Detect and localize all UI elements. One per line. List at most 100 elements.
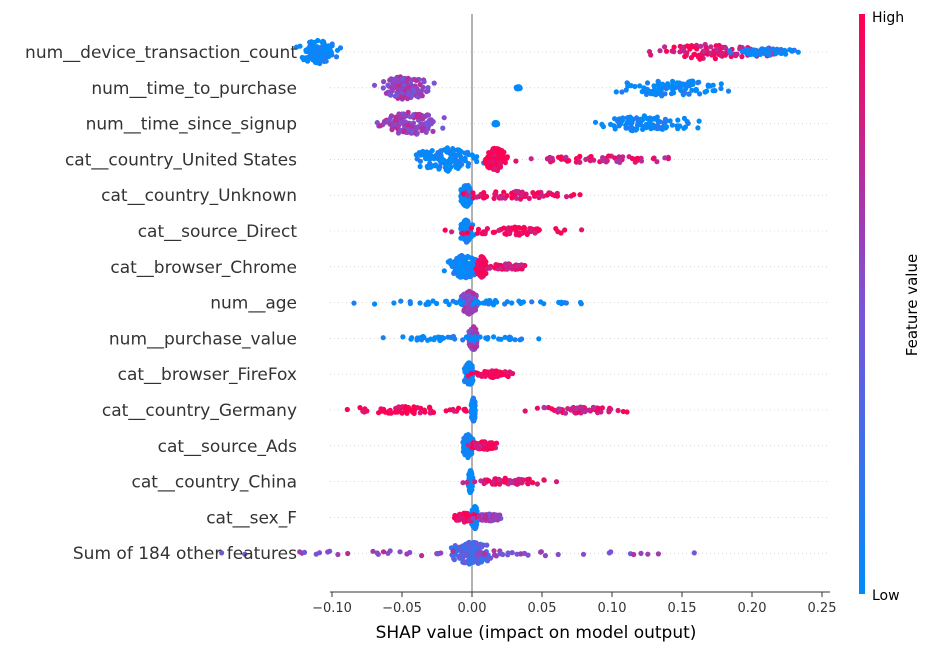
shap-point: [438, 157, 444, 163]
shap-point: [513, 195, 520, 201]
shap-point: [534, 405, 541, 411]
shap-point: [522, 408, 528, 414]
shap-point: [425, 150, 431, 156]
shap-point: [501, 225, 507, 231]
feature-label: cat__country_China: [131, 473, 297, 493]
shap-point: [425, 85, 431, 91]
shap-point: [486, 441, 492, 447]
shap-point: [490, 370, 496, 376]
shap-point: [460, 515, 466, 521]
shap-point: [663, 48, 670, 54]
shap-point: [477, 334, 483, 340]
x-axis: −0.10 −0.05 0.00 0.05 0.10 0.15 0.20 0.25: [312, 591, 837, 616]
shap-point: [634, 122, 641, 128]
shap-point: [451, 408, 457, 414]
shap-point: [496, 148, 502, 154]
shap-point: [677, 49, 683, 55]
shap-point: [443, 408, 449, 414]
shap-point: [562, 227, 568, 233]
shap-point: [490, 512, 496, 518]
shap-point: [414, 156, 420, 162]
x-tick-label: −0.05: [382, 601, 422, 616]
shap-point: [795, 49, 801, 55]
shap-point: [325, 549, 331, 555]
shap-point: [503, 478, 509, 484]
feature-row-points: [371, 74, 732, 102]
shap-point: [670, 78, 676, 84]
shap-point: [351, 300, 357, 306]
shap-point: [380, 335, 386, 341]
shap-point: [751, 47, 757, 53]
shap-point: [501, 155, 507, 161]
shap-point: [659, 91, 665, 97]
shap-point: [752, 52, 758, 58]
shap-point: [447, 149, 453, 155]
shap-point: [478, 478, 484, 484]
shap-point: [688, 55, 695, 61]
feature-label: cat__source_Ads: [158, 437, 298, 457]
shap-point: [646, 123, 652, 129]
shap-point: [474, 194, 480, 200]
shap-point: [671, 44, 677, 50]
shap-point: [475, 446, 481, 452]
shap-point: [556, 406, 562, 412]
shap-point: [431, 337, 437, 343]
shap-point: [577, 153, 583, 159]
shap-point: [413, 77, 419, 84]
shap-point: [463, 259, 469, 266]
shap-point: [592, 119, 599, 125]
shap-point: [509, 550, 515, 556]
colorbar-gradient: [859, 14, 865, 594]
shap-point: [459, 161, 465, 167]
shap-point: [470, 515, 476, 522]
shap-point: [466, 559, 472, 565]
shap-point: [405, 84, 411, 91]
shap-point: [526, 195, 532, 201]
shap-point: [490, 302, 497, 308]
shap-point: [407, 299, 413, 305]
shap-point: [454, 152, 460, 158]
shap-point: [591, 157, 597, 163]
shap-point: [409, 128, 415, 134]
shap-point: [420, 84, 426, 90]
shap-point: [529, 299, 535, 305]
shap-point: [470, 404, 476, 411]
x-tick-label: 0.25: [808, 601, 837, 616]
shap-point: [626, 125, 633, 131]
shap-point: [473, 540, 479, 546]
shap-point: [484, 542, 490, 548]
shap-point: [494, 440, 500, 446]
shap-point: [650, 156, 657, 162]
shap-point: [500, 371, 506, 378]
shap-point: [580, 551, 587, 557]
shap-point: [425, 126, 431, 132]
shap-point: [468, 486, 474, 492]
shap-point: [410, 120, 417, 126]
shap-point: [668, 84, 674, 90]
shap-point: [695, 125, 701, 131]
shap-point: [457, 546, 463, 552]
shap-point: [677, 123, 683, 129]
shap-point: [606, 153, 612, 159]
shap-point: [377, 123, 383, 129]
shap-point: [392, 117, 398, 123]
shap-point: [480, 270, 486, 276]
shap-point: [481, 446, 487, 452]
shap-point: [690, 78, 696, 84]
feature-label: num__age: [210, 294, 297, 314]
shap-point: [695, 54, 702, 60]
shap-point: [410, 86, 417, 92]
shap-point: [711, 51, 717, 57]
shap-point: [696, 118, 702, 124]
shap-point: [425, 112, 432, 118]
feature-label: Sum of 184 other features: [73, 544, 297, 564]
shap-point: [555, 154, 562, 160]
x-axis-label: SHAP value (impact on model output): [376, 623, 697, 643]
shap-point: [472, 479, 478, 485]
colorbar: High Low Feature value: [859, 10, 921, 604]
shap-point: [616, 123, 622, 129]
shap-point: [710, 88, 716, 94]
shap-point: [453, 300, 459, 306]
shap-point: [380, 549, 387, 555]
shap-point: [542, 405, 548, 411]
